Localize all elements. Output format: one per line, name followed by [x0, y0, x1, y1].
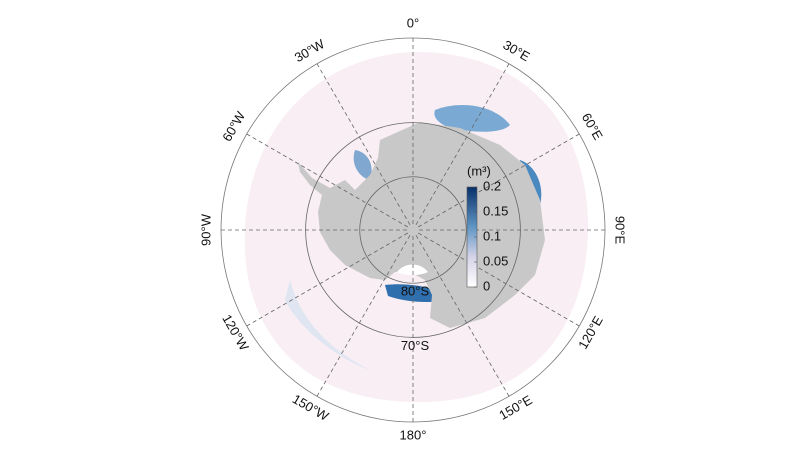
meridian-line: [415, 63, 510, 226]
meridian-label: 60°E: [579, 110, 606, 142]
colorbar-tick-label: 0.2: [483, 178, 501, 193]
meridian-label: 150°E: [496, 392, 535, 423]
colorbar-tick-label: 0.1: [483, 228, 501, 243]
meridian-line: [417, 133, 580, 228]
meridian-line: [246, 232, 409, 327]
meridian-label: 90°W: [198, 213, 213, 246]
sea-ice-blob: [353, 150, 372, 180]
meridian-label: 0°: [407, 15, 419, 30]
meridian-label: 180°: [400, 427, 427, 442]
colorbar: (m³) 0 0.05 0.1 0.15 0.2: [466, 163, 508, 293]
parallel-circle: [305, 122, 521, 338]
parallel-circle: [359, 176, 467, 284]
colorbar-tick-label: 0.05: [483, 253, 508, 268]
meridian-label: 120°W: [219, 312, 252, 354]
ross-ice-shelf-edge: [397, 264, 428, 275]
colorbar-tick-label: 0: [483, 278, 490, 293]
meridian-label: 90°E: [613, 216, 628, 245]
meridian-line: [246, 133, 409, 228]
parallel-label: 80°S: [401, 284, 430, 299]
sea-ice-blob: [434, 105, 510, 132]
meridian-line: [417, 232, 580, 327]
meridian-line: [316, 234, 411, 397]
meridian-label: 150°W: [290, 391, 332, 424]
meridian-line: [415, 234, 510, 397]
meridian-label: 30°E: [501, 37, 533, 64]
colorbar-label: (m³): [467, 163, 491, 178]
meridian-line: [316, 63, 411, 226]
meridian-label: 120°E: [575, 313, 606, 352]
colorbar-tick-label: 0.15: [483, 203, 508, 218]
parallel-label: 70°S: [401, 338, 430, 353]
